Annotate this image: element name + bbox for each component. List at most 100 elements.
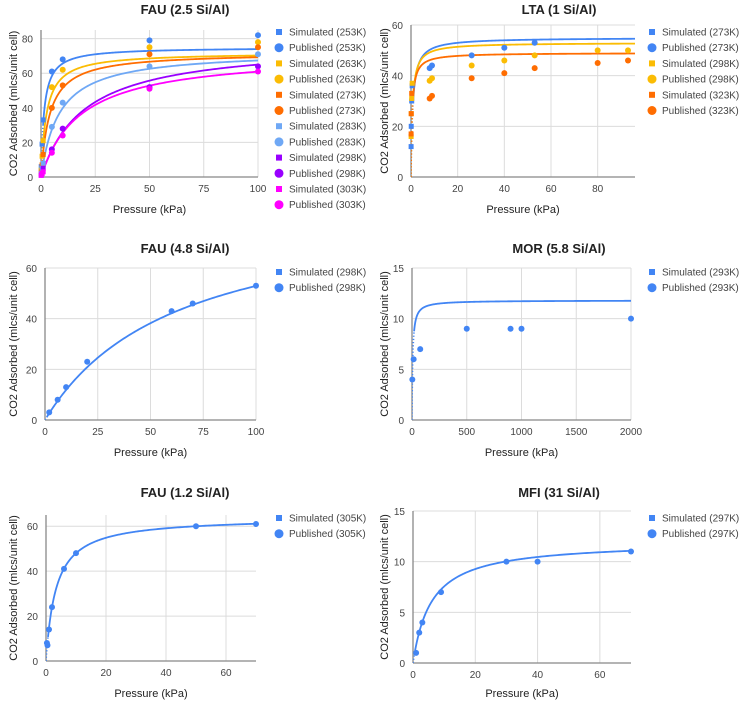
data-point-simulated	[409, 98, 415, 104]
x-tick-label: 1000	[510, 427, 533, 438]
y-tick-label: 0	[31, 416, 37, 427]
data-point-published	[501, 70, 508, 77]
data-point-published	[48, 149, 55, 156]
legend-item: Simulated (298K)	[276, 153, 366, 164]
data-point-published	[168, 308, 175, 315]
y-tick-label: 20	[26, 365, 38, 376]
x-tick-label: 0	[410, 670, 416, 681]
data-point-simulated	[409, 80, 415, 86]
data-point-simulated	[40, 165, 46, 171]
y-tick-label: 0	[398, 416, 404, 427]
y-tick-label: 15	[394, 507, 406, 518]
data-point-published	[628, 315, 634, 322]
y-tick-label: 60	[27, 522, 39, 533]
legend-label: Simulated (303K)	[289, 185, 366, 196]
data-point-published	[255, 39, 261, 46]
data-point-published	[146, 37, 153, 44]
data-point-published	[429, 62, 435, 69]
legend-item: Simulated (273K)	[276, 90, 366, 101]
data-point-published	[501, 57, 508, 64]
data-point-published	[531, 39, 538, 46]
trendline	[413, 299, 631, 332]
legend-item: Published (298K)	[274, 168, 366, 180]
chart-panel-5: FAU (1.2 Si/Al) 0 20 40 60 0 20 40 60 Pressure (k…	[8, 485, 366, 700]
y-tick-label: 0	[32, 657, 38, 668]
legend-label: Published (283K)	[289, 137, 366, 148]
data-point-published	[193, 523, 199, 530]
data-point-published	[54, 396, 61, 403]
legend-label: Published (253K)	[289, 43, 366, 54]
legend-circle-icon	[274, 283, 284, 293]
y-axis-label: CO2 Adsorbed (mlcs/unit cell)	[379, 514, 391, 660]
x-tick-label: 80	[592, 184, 604, 195]
legend-square-icon	[276, 515, 282, 521]
legend-label: Published (293K)	[662, 283, 739, 294]
legend-item: Simulated (303K)	[276, 185, 366, 196]
y-tick-label: 40	[22, 104, 34, 115]
data-point-published	[146, 63, 153, 70]
legend-item: Published (305K)	[274, 529, 366, 540]
legend-label: Simulated (305K)	[289, 514, 366, 525]
data-point-simulated	[40, 160, 46, 166]
data-point-published	[59, 66, 66, 73]
legend-square-icon	[649, 269, 655, 275]
x-tick-label: 100	[248, 427, 265, 438]
x-tick-label: 40	[499, 184, 511, 195]
data-point-published	[59, 82, 66, 89]
legend-square-icon	[276, 269, 282, 275]
y-tick-label: 10	[393, 315, 405, 326]
legend-item: Simulated (297K)	[649, 514, 739, 525]
legend-circle-icon	[647, 43, 657, 53]
trendline-dotted	[45, 416, 48, 420]
x-tick-label: 0	[408, 184, 414, 195]
legend-item: Published (303K)	[274, 200, 366, 211]
x-axis-label: Pressure (kPa)	[485, 688, 558, 700]
legend-item: Simulated (253K)	[276, 28, 366, 39]
data-point-published	[255, 68, 261, 75]
data-point-published	[409, 376, 416, 383]
data-point-published	[46, 626, 52, 633]
y-axis-label: CO2 Adsorbed (mlcs/unit cell)	[379, 271, 391, 417]
x-tick-label: 50	[144, 184, 156, 195]
data-point-simulated	[408, 131, 414, 137]
data-point-simulated	[40, 138, 46, 144]
y-tick-label: 0	[27, 173, 33, 184]
trendline	[42, 59, 258, 165]
legend-circle-icon	[647, 529, 657, 539]
legend-square-icon	[276, 60, 282, 67]
legend-circle-icon	[274, 137, 284, 147]
data-point-simulated	[40, 152, 46, 158]
x-axis-label: Pressure (kPa)	[114, 688, 187, 700]
legend-label: Simulated (273K)	[662, 28, 739, 39]
chart-panel-3: FAU (4.8 Si/Al) 0 20 40 60 0 25 50 75 100 Pressure…	[8, 241, 366, 459]
chart-panel-2: LTA (1 Si/Al) 0 20 40 60 0 20 40 60 80 Pressure (k…	[379, 2, 739, 216]
data-point-simulated	[409, 95, 415, 101]
data-point-published	[429, 75, 435, 82]
legend-circle-icon	[274, 168, 284, 178]
legend-circle-icon	[647, 283, 657, 293]
data-point-simulated	[408, 111, 414, 117]
legend-square-icon	[649, 60, 655, 67]
chart-panel-6: MFI (31 Si/Al) 0 5 10 15 0 20 40 60 Pressure (kPa…	[379, 485, 739, 700]
x-tick-label: 60	[220, 668, 232, 679]
trendline	[412, 42, 635, 98]
x-tick-label: 50	[145, 427, 157, 438]
data-point-published	[255, 32, 261, 39]
legend-label: Simulated (298K)	[662, 59, 739, 70]
data-point-simulated	[40, 169, 46, 175]
legend-label: Simulated (283K)	[289, 122, 366, 133]
y-tick-label: 60	[26, 264, 38, 275]
data-point-simulated	[409, 90, 415, 96]
data-point-published	[416, 629, 423, 636]
x-tick-label: 20	[452, 184, 464, 195]
legend-item: Simulated (323K)	[649, 90, 739, 101]
legend-item: Simulated (298K)	[649, 59, 739, 70]
y-tick-label: 60	[392, 21, 404, 32]
y-axis-label: CO2 Adsorbed (mlcs/unit cell)	[379, 28, 391, 174]
legend-item: Published (293K)	[647, 283, 739, 294]
y-tick-label: 40	[27, 567, 39, 578]
data-point-published	[63, 384, 70, 391]
legend-item: Published (283K)	[274, 137, 366, 148]
data-point-published	[531, 52, 538, 59]
